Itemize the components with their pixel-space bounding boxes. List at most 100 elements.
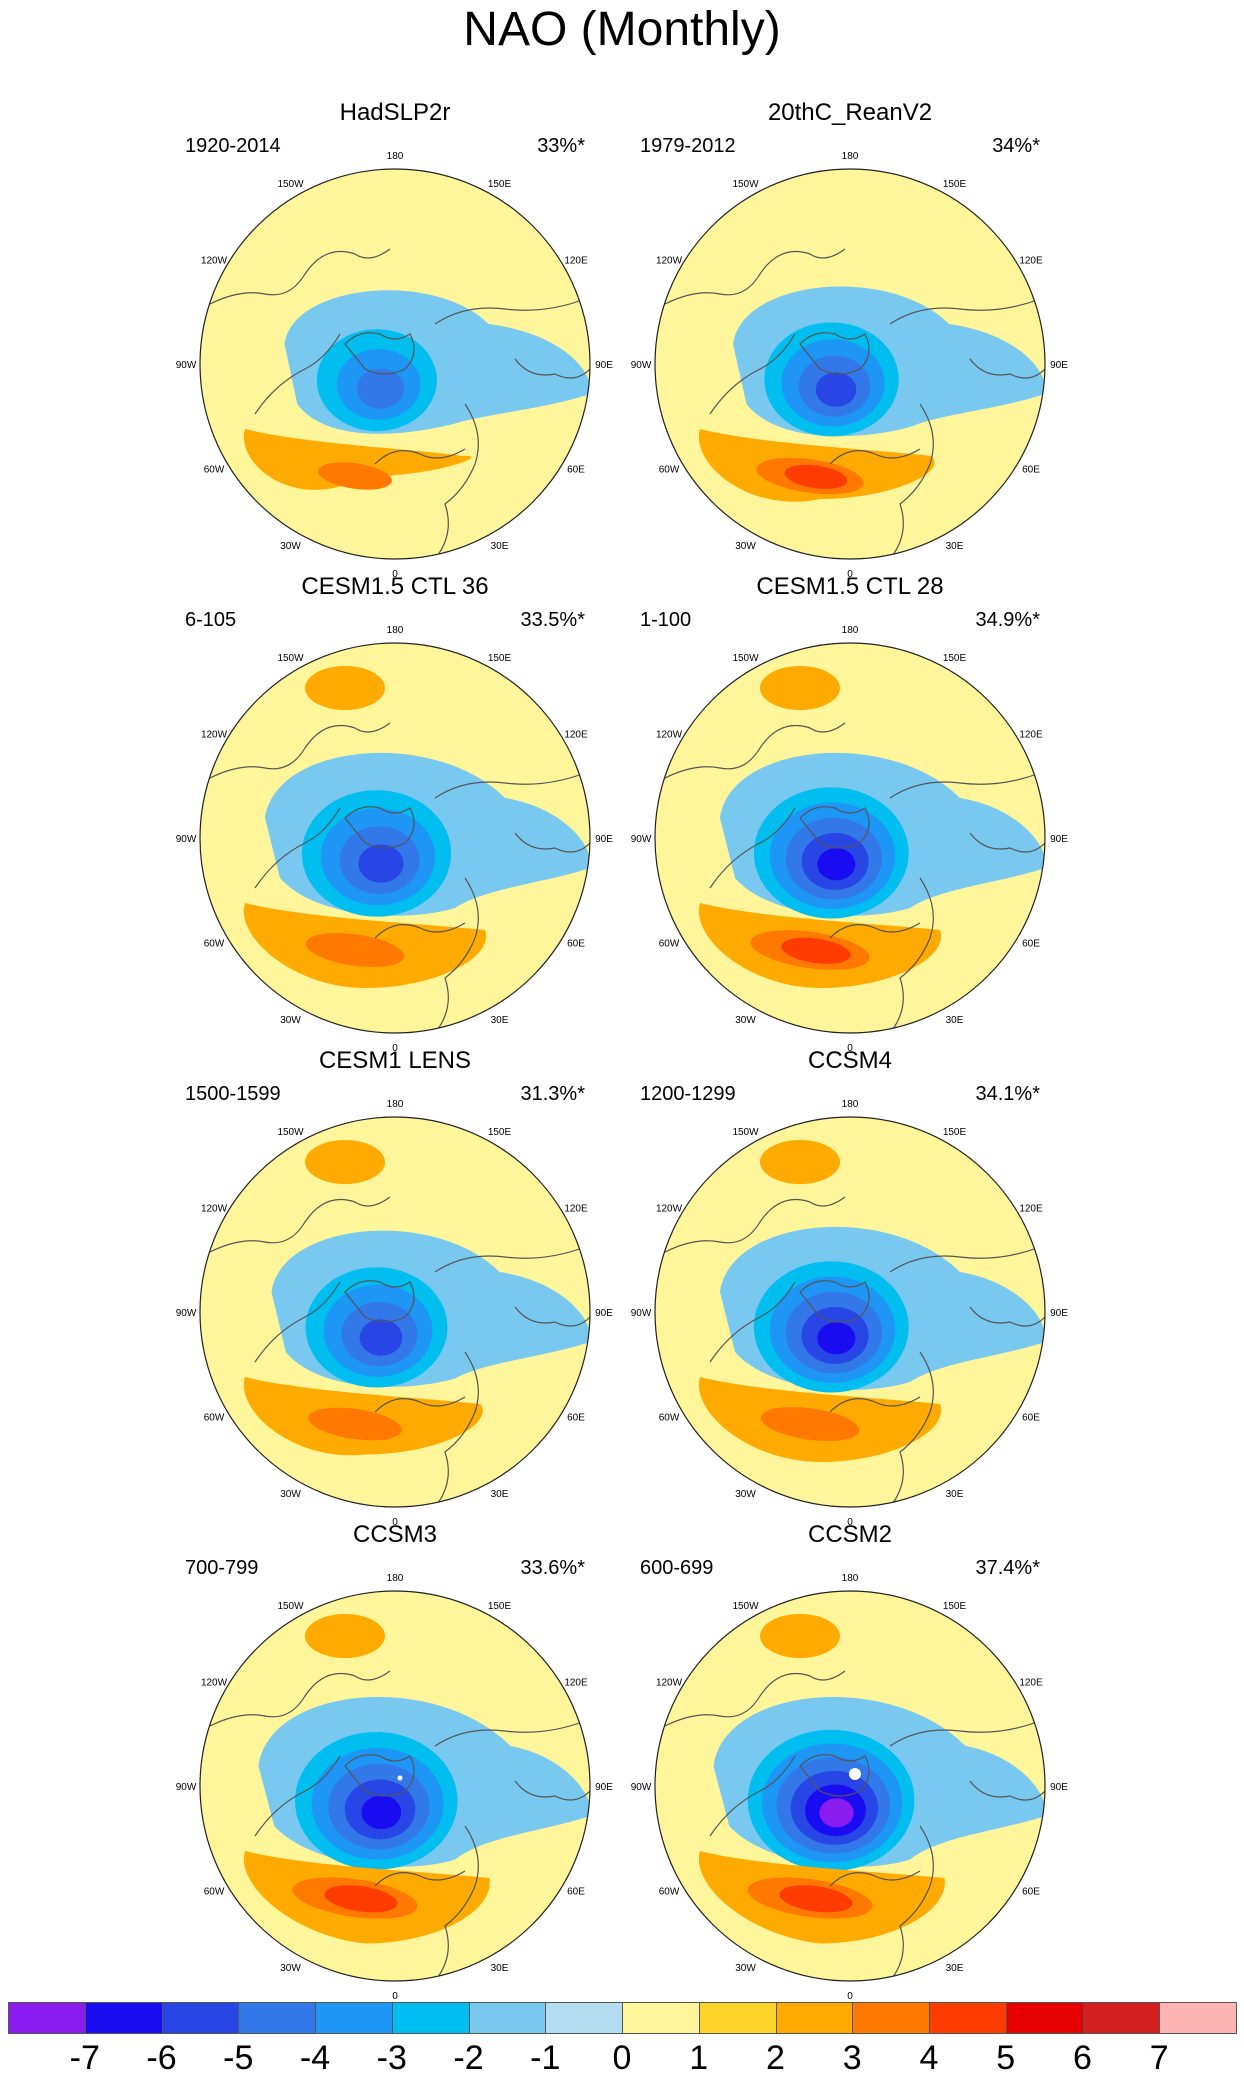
longitude-label: 60W [659, 939, 680, 950]
panel-period: 1500-1599 [185, 1083, 281, 1105]
longitude-label: 180 [842, 1099, 859, 1110]
longitude-label: 60W [204, 939, 225, 950]
contour-level-3 [305, 933, 405, 967]
longitude-label: 150E [488, 1127, 512, 1138]
panel-period: 600-699 [640, 1557, 714, 1579]
colorbar-tick-label: -3 [376, 2039, 407, 2077]
longitude-label: 150E [488, 653, 512, 664]
coastlines [664, 1670, 1045, 1981]
longitude-label: 60E [567, 1887, 585, 1898]
contour-level--6 [361, 1795, 402, 1830]
longitude-label: 0 [392, 569, 398, 580]
longitude-label: 30E [946, 1489, 964, 1500]
longitude-label: 150W [277, 179, 304, 190]
longitude-label: 30E [946, 1015, 964, 1026]
longitude-label: 90W [176, 1308, 197, 1319]
longitude-label: 120W [201, 1204, 228, 1215]
colorbar-cell [622, 2002, 700, 2034]
colorbar-cell [1082, 2002, 1161, 2034]
polar-map: 180 150E 120E 90E 60E 30E 0 30W 60W 90W 120W 150W [176, 151, 614, 580]
longitude-label: 30W [735, 541, 756, 552]
longitude-label: 120W [201, 256, 228, 267]
longitude-label: 180 [842, 151, 859, 162]
map-panel: CESM1 LENS 1500-1599 31.3%* 180 150E 120E 90E 6… [165, 1046, 625, 1528]
longitude-label: 60E [1022, 939, 1040, 950]
contour-level--6 [817, 848, 856, 881]
panel-period: 700-799 [185, 1557, 259, 1579]
colorbar-tick-label: 3 [842, 2039, 862, 2077]
longitude-label: 120W [201, 1678, 228, 1689]
longitude-label: 30E [491, 541, 509, 552]
longitude-label: 150E [943, 179, 967, 190]
longitude-label: 180 [842, 1573, 859, 1584]
longitude-label: 30W [735, 1489, 756, 1500]
colorbar-cell [698, 2002, 777, 2034]
pacific-high [760, 666, 840, 710]
contour-level--5 [815, 372, 857, 407]
longitude-label: 180 [387, 1573, 404, 1584]
colorbar-cell [929, 2002, 1007, 2034]
colorbar-tick-label: -7 [69, 2039, 100, 2077]
polar-map: 180 150E 120E 90E 60E 30E 0 30W 60W 90W 120W 150W [631, 151, 1069, 580]
map-panel: CCSM2 600-699 37.4%* 180 150E 120E 90E 60E 30E 0 3… [620, 1520, 1080, 2002]
colorbar-tick-label: -5 [223, 2039, 254, 2077]
polar-map: 180 150E 120E 90E 60E 30E 0 30W 60W 90W 120W 150W [631, 625, 1069, 1054]
longitude-label: 150W [277, 1127, 304, 1138]
longitude-label: 90E [1050, 834, 1068, 845]
longitude-label: 90W [176, 834, 197, 845]
longitude-label: 150W [732, 653, 759, 664]
longitude-label: 150E [943, 1601, 967, 1612]
panel-title: 20thC_ReanV2 [767, 99, 933, 126]
longitude-label: 120E [1019, 730, 1043, 741]
longitude-label: 90W [631, 360, 652, 371]
colorbar-tick-label: -2 [453, 2039, 484, 2077]
longitude-label: 60W [204, 1887, 225, 1898]
map-outline [654, 642, 1046, 1034]
longitude-label: 150W [277, 653, 304, 664]
longitude-label: 60E [567, 465, 585, 476]
longitude-label: 90E [1050, 1308, 1068, 1319]
colorbar-tick-label: -1 [530, 2039, 561, 2077]
map-panel: CESM1.5 CTL 36 6-105 33.5%* 180 150E 120E 90E 6… [165, 572, 625, 1054]
pacific-high [305, 666, 385, 710]
colorbar-tick-label: 7 [1149, 2039, 1169, 2077]
pacific-high [305, 1614, 385, 1658]
contour-level--4 [356, 368, 405, 409]
longitude-label: 60E [1022, 1887, 1040, 1898]
colorbar-tick-label: -4 [299, 2039, 331, 2077]
longitude-label: 120E [564, 256, 588, 267]
longitude-label: 120W [201, 730, 228, 741]
colorbar-tick-label: 4 [919, 2039, 939, 2077]
coastlines [664, 1196, 1045, 1507]
longitude-label: 120E [564, 1204, 588, 1215]
longitude-label: 120E [1019, 256, 1043, 267]
longitude-label: 120E [1019, 1678, 1043, 1689]
pacific-high [305, 1140, 385, 1184]
panel-title: CCSM3 [352, 1521, 437, 1548]
longitude-label: 180 [387, 625, 404, 636]
polar-map: 180 150E 120E 90E 60E 30E 0 30W 60W 90W 120W 150W [631, 1099, 1069, 1528]
longitude-label: 0 [847, 1517, 853, 1528]
longitude-label: 30E [946, 541, 964, 552]
map-panel: CCSM3 700-799 33.6%* 180 150E 120E 90E 60E 30E 0 3… [165, 1520, 625, 2002]
longitude-label: 30E [946, 1963, 964, 1974]
colorbar-cell [315, 2002, 393, 2034]
longitude-label: 90W [176, 360, 197, 371]
panel-title: CESM1.5 CTL 36 [301, 573, 489, 600]
colorbar-cell [8, 2002, 86, 2034]
longitude-label: 30W [280, 541, 301, 552]
panel-variance-percent: 34.9%* [975, 609, 1041, 631]
coastlines [209, 722, 590, 1033]
contour-level-3 [760, 1407, 860, 1441]
coastlines [209, 1196, 590, 1507]
panel-title: HadSLP2r [339, 99, 451, 126]
map-panel: CCSM4 1200-1299 34.1%* 180 150E 120E 90E 60E 30E… [620, 1046, 1080, 1528]
panel-period: 6-105 [185, 609, 237, 631]
longitude-label: 0 [847, 569, 853, 580]
polar-map: 180 150E 120E 90E 60E 30E 0 30W 60W 90W 120W 150W [631, 1573, 1069, 2002]
polar-map: 180 150E 120E 90E 60E 30E 0 30W 60W 90W 120W 150W [176, 625, 614, 1054]
contour-level--6 [817, 1322, 856, 1355]
map-outline [199, 1590, 591, 1982]
contour-level--5 [358, 844, 404, 883]
contour-level--5 [359, 1319, 403, 1356]
